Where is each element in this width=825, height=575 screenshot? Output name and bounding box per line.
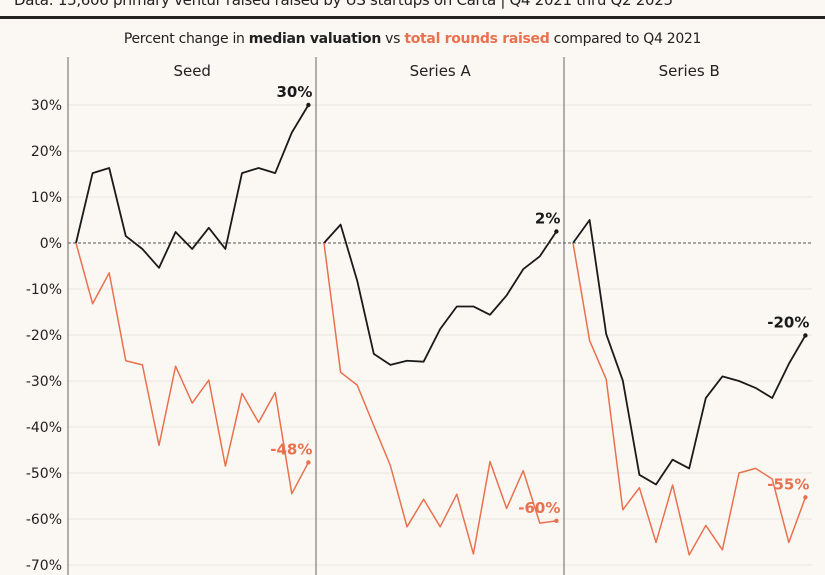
subtitle-rounds: total rounds raised [404, 31, 550, 47]
rounds-point [803, 495, 808, 500]
chart-subtitle: Percent change in median valuation vs to… [0, 31, 825, 47]
y-tick-label: -50% [26, 466, 62, 482]
y-tick-label: -60% [26, 512, 62, 528]
rounds-end-label: -60% [518, 499, 560, 517]
panel-title-series-a: Series A [410, 62, 472, 80]
subtitle-mid: vs [381, 31, 405, 47]
rounds-end-label: -48% [270, 440, 312, 458]
valuation-line-2 [572, 219, 807, 486]
subtitle-suffix: compared to Q4 2021 [549, 31, 702, 47]
y-tick-label: -20% [26, 328, 62, 344]
panel-title-series-b: Series B [659, 62, 720, 80]
y-tick-label: -30% [26, 374, 62, 390]
data-source-note: Data: 15,606 primary ventur raised raise… [14, 0, 673, 9]
valuation-end-label: 2% [535, 210, 560, 228]
rounds-end-label: -55% [767, 475, 809, 493]
valuation-point [306, 102, 311, 108]
valuation-point [554, 229, 559, 234]
rounds-line-2 [572, 242, 807, 556]
valuation-line-1 [323, 223, 558, 366]
y-tick-label: 10% [31, 190, 62, 206]
subtitle-prefix: Percent change in [123, 31, 249, 47]
panel-title-seed: Seed [173, 62, 211, 80]
valuation-end-label: 30% [276, 83, 312, 101]
valuation-point [803, 333, 808, 338]
header-divider [0, 16, 825, 19]
rounds-point [306, 460, 311, 465]
subtitle-valuation: median valuation [248, 31, 382, 47]
y-tick-label: -10% [26, 282, 62, 298]
y-tick-label: 30% [31, 98, 62, 114]
y-tick-label: -70% [26, 558, 62, 574]
y-tick-label: 0% [40, 236, 62, 252]
y-tick-label: -40% [26, 420, 62, 436]
y-tick-label: 20% [31, 144, 62, 160]
valuation-end-label: -20% [767, 313, 809, 331]
rounds-point [554, 518, 559, 524]
